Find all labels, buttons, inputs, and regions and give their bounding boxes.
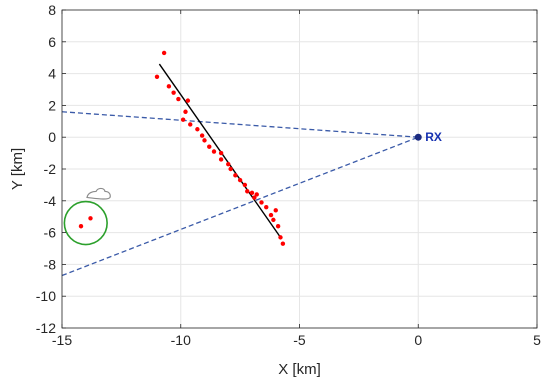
data-point bbox=[218, 157, 224, 162]
data-point bbox=[176, 96, 181, 102]
data-point bbox=[278, 235, 283, 240]
y-tick-label: -8 bbox=[44, 256, 57, 272]
x-tick-label: -10 bbox=[171, 332, 191, 348]
y-tick-label: 6 bbox=[48, 34, 56, 50]
data-point bbox=[259, 200, 264, 205]
data-points bbox=[78, 50, 286, 246]
x-tick-label: -5 bbox=[293, 332, 306, 348]
data-point bbox=[242, 182, 248, 188]
data-point bbox=[280, 241, 286, 246]
data-point bbox=[228, 166, 233, 172]
x-axis-label: X [km] bbox=[278, 361, 321, 378]
y-tick-label: 2 bbox=[48, 97, 56, 113]
y-tick-label: -4 bbox=[44, 193, 57, 209]
fit-line bbox=[158, 63, 282, 238]
data-point bbox=[166, 84, 172, 89]
y-tick-label: 8 bbox=[48, 2, 56, 18]
x-tick-label: -15 bbox=[52, 332, 72, 348]
data-point bbox=[211, 149, 217, 154]
data-point bbox=[185, 98, 191, 103]
y-tick-label: -6 bbox=[44, 225, 57, 241]
y-tick-label: -12 bbox=[36, 320, 56, 336]
data-point bbox=[195, 127, 200, 132]
y-tick-label: 4 bbox=[48, 66, 56, 82]
data-point bbox=[273, 208, 278, 213]
data-point bbox=[78, 224, 84, 229]
annotation-shapes bbox=[63, 187, 111, 246]
data-point bbox=[271, 217, 276, 223]
data-point bbox=[154, 74, 160, 79]
data-point bbox=[264, 204, 269, 210]
dashed-line bbox=[61, 136, 419, 277]
y-tick-label: -10 bbox=[36, 288, 56, 304]
data-point bbox=[252, 195, 257, 200]
data-point bbox=[254, 192, 259, 197]
receiver-group: RX bbox=[414, 130, 442, 144]
x-tick-labels: -15 -10 -5 0 5 bbox=[52, 10, 541, 348]
data-point bbox=[245, 189, 250, 194]
x-tick-label: 5 bbox=[533, 332, 541, 348]
data-point bbox=[180, 117, 186, 122]
data-point bbox=[226, 162, 231, 167]
data-point bbox=[218, 150, 224, 156]
dashed-line bbox=[61, 111, 419, 138]
data-point bbox=[237, 177, 243, 183]
data-point bbox=[171, 90, 176, 95]
data-point bbox=[202, 138, 207, 143]
cloud-outline bbox=[86, 187, 111, 200]
data-point bbox=[233, 173, 238, 178]
dashed-lines bbox=[61, 111, 419, 277]
data-point bbox=[207, 144, 212, 149]
y-tick-labels: -12 -10 -8 -6 -4 -2 0 2 4 6 8 bbox=[36, 2, 537, 336]
data-point bbox=[161, 50, 167, 56]
data-point bbox=[268, 212, 274, 218]
cluster-ellipse bbox=[63, 200, 108, 246]
receiver-marker bbox=[414, 133, 422, 141]
y-axis-label: Y [km] bbox=[9, 148, 26, 190]
data-point bbox=[183, 109, 188, 114]
data-point bbox=[188, 122, 193, 127]
y-tick-label: -2 bbox=[44, 161, 57, 177]
fit-line-group bbox=[158, 63, 282, 238]
receiver-label: RX bbox=[425, 130, 442, 144]
data-point bbox=[199, 133, 205, 138]
data-point bbox=[249, 190, 255, 196]
data-point bbox=[88, 216, 93, 221]
data-point bbox=[275, 224, 281, 229]
grid-lines bbox=[61, 9, 538, 329]
y-tick-label: 0 bbox=[48, 129, 56, 145]
x-tick-label: 0 bbox=[414, 332, 422, 348]
